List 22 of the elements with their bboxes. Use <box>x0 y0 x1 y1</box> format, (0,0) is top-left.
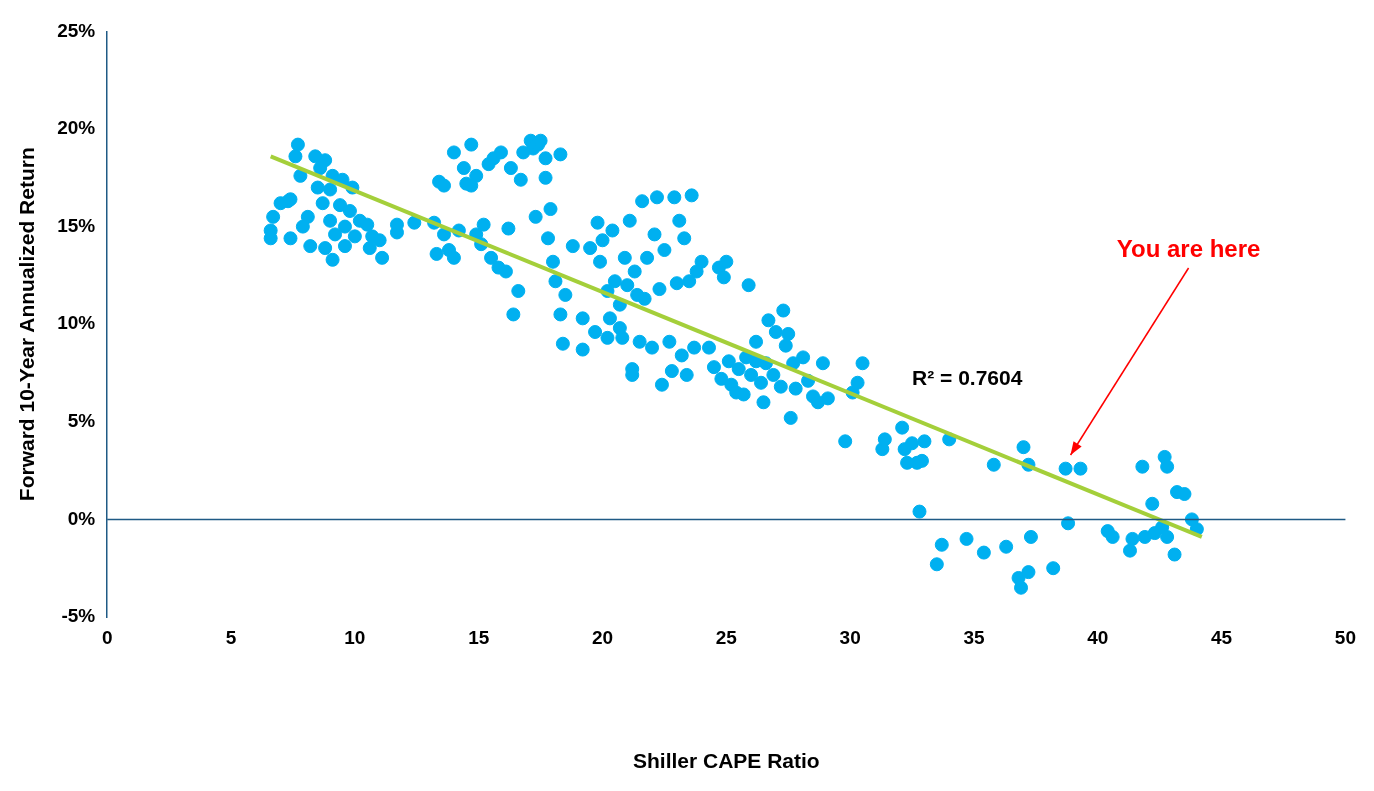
y-axis-title: Forward 10-Year Annualized Return <box>15 147 39 502</box>
x-tick-label: 25 <box>715 626 738 648</box>
x-tick-label: 0 <box>101 626 113 648</box>
y-tick-label: 15% <box>57 214 96 236</box>
annotation: You are here <box>1116 234 1261 262</box>
x-tick-label: 15 <box>468 626 490 648</box>
y-tick-label: 5% <box>67 410 96 432</box>
x-axis-title: Shiller CAPE Ratio <box>632 749 820 773</box>
x-tick-label: 50 <box>1334 626 1356 648</box>
x-tick-label: 35 <box>963 626 985 648</box>
y-tick-label: 25% <box>57 19 96 41</box>
y-tick-label: 10% <box>57 312 96 334</box>
x-tick-label: 20 <box>591 626 614 648</box>
x-tick-label: 40 <box>1087 626 1109 648</box>
x-tick-label: 5 <box>225 626 237 648</box>
y-tick-label: 20% <box>57 117 96 139</box>
y-tick-label: -5% <box>61 605 96 627</box>
x-tick-label: 10 <box>344 626 366 648</box>
annotation: R² = 0.7604 <box>912 365 1023 389</box>
x-tick-label: 30 <box>839 626 861 648</box>
x-tick-label: 45 <box>1211 626 1233 648</box>
y-tick-label: 0% <box>67 507 96 529</box>
